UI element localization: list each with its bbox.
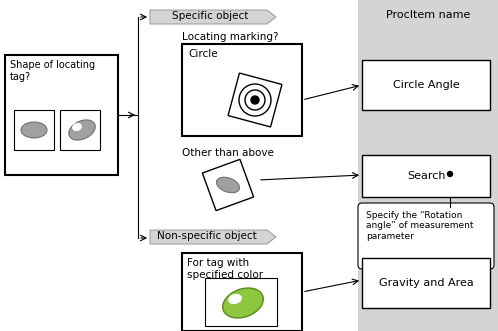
Circle shape bbox=[251, 96, 259, 104]
Ellipse shape bbox=[21, 122, 47, 138]
FancyBboxPatch shape bbox=[5, 55, 118, 175]
Circle shape bbox=[448, 171, 453, 176]
Text: Other than above: Other than above bbox=[182, 148, 274, 158]
FancyBboxPatch shape bbox=[14, 110, 54, 150]
FancyBboxPatch shape bbox=[358, 203, 494, 269]
Polygon shape bbox=[202, 159, 253, 211]
FancyBboxPatch shape bbox=[182, 253, 302, 331]
Text: Circle: Circle bbox=[188, 49, 218, 59]
FancyBboxPatch shape bbox=[358, 0, 498, 331]
Polygon shape bbox=[228, 73, 282, 127]
Text: Non-specific object: Non-specific object bbox=[157, 231, 257, 241]
FancyBboxPatch shape bbox=[362, 155, 490, 197]
FancyBboxPatch shape bbox=[60, 110, 100, 150]
Text: Shape of locating
tag?: Shape of locating tag? bbox=[10, 60, 95, 82]
Text: Locating marking?: Locating marking? bbox=[182, 32, 278, 42]
Text: Gravity and Area: Gravity and Area bbox=[378, 278, 474, 288]
Text: Specific object: Specific object bbox=[172, 11, 248, 21]
Ellipse shape bbox=[217, 177, 240, 193]
Text: Circle Angle: Circle Angle bbox=[392, 80, 459, 90]
Text: Specify the “Rotation
angle” of measurement
parameter: Specify the “Rotation angle” of measurem… bbox=[366, 211, 474, 241]
Text: For tag with
specified color: For tag with specified color bbox=[187, 258, 263, 280]
Circle shape bbox=[239, 84, 271, 116]
Polygon shape bbox=[150, 10, 276, 24]
Ellipse shape bbox=[72, 123, 82, 131]
Ellipse shape bbox=[69, 120, 95, 140]
Polygon shape bbox=[150, 230, 276, 244]
FancyBboxPatch shape bbox=[362, 60, 490, 110]
Circle shape bbox=[245, 90, 265, 110]
Ellipse shape bbox=[223, 288, 263, 318]
Text: ProcItem name: ProcItem name bbox=[386, 10, 470, 20]
FancyBboxPatch shape bbox=[362, 258, 490, 308]
Text: Search: Search bbox=[407, 171, 445, 181]
Ellipse shape bbox=[228, 294, 242, 304]
FancyBboxPatch shape bbox=[182, 44, 302, 136]
FancyBboxPatch shape bbox=[205, 278, 277, 326]
